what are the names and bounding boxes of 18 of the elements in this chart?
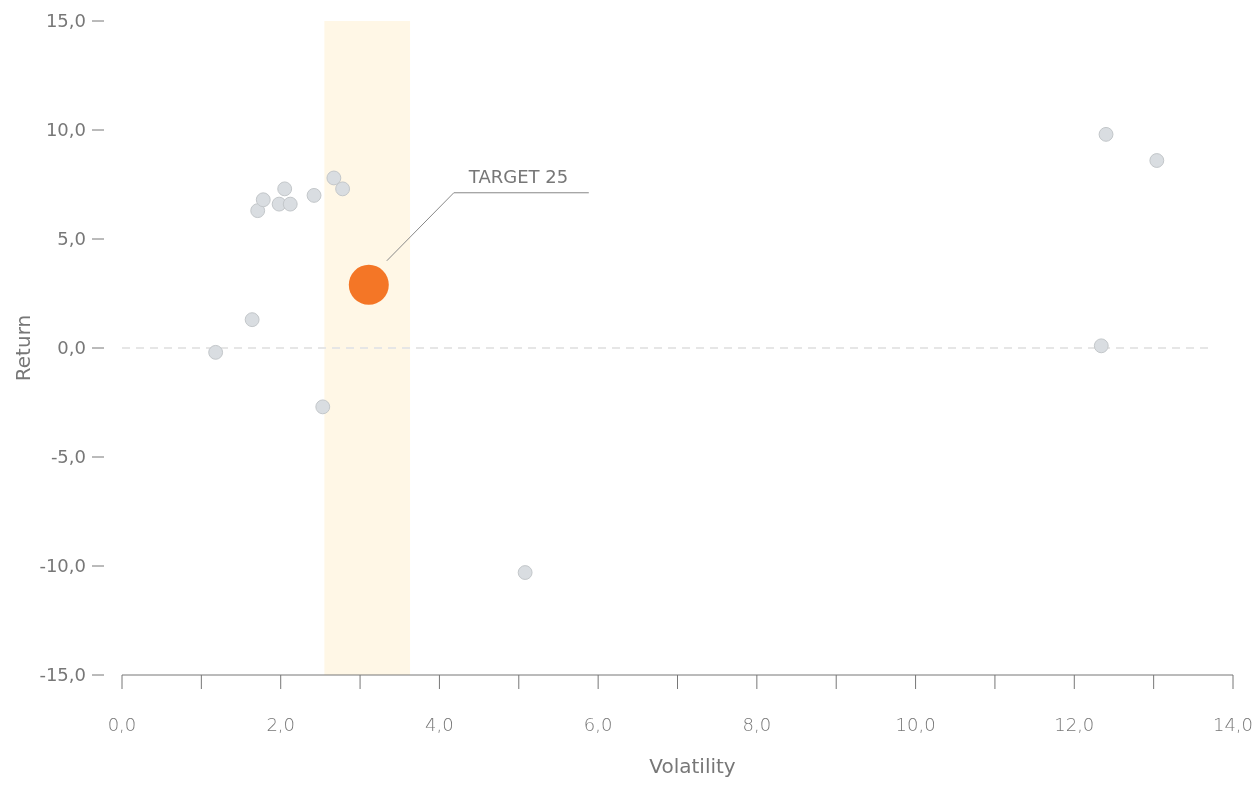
x-tick-label: 12,0 <box>1054 714 1095 735</box>
y-tick-label: 0,0 <box>57 337 86 359</box>
x-tick-label: 6,0 <box>583 714 613 735</box>
y-tick-label: -10,0 <box>39 555 86 577</box>
x-tick-label: 4,0 <box>425 714 454 735</box>
x-tick-label: 0,0 <box>107 714 137 735</box>
y-tick-label: 10,0 <box>45 119 86 141</box>
y-tick-label: -15,0 <box>39 664 86 686</box>
y-tick-label: 5,0 <box>57 228 86 250</box>
annotation: TARGET 25 <box>467 165 569 187</box>
x-tick-label: 14,0 <box>1212 714 1254 735</box>
y-axis-title: Return <box>11 314 35 382</box>
x-axis-title: Volatility <box>649 754 736 778</box>
y-tick-label: 15,0 <box>45 10 86 32</box>
y-tick-label: -5,0 <box>50 446 86 468</box>
x-tick-label: 10,0 <box>895 714 936 735</box>
x-tick-label: 2,0 <box>266 714 296 735</box>
x-tick-label: 8,0 <box>742 714 772 735</box>
